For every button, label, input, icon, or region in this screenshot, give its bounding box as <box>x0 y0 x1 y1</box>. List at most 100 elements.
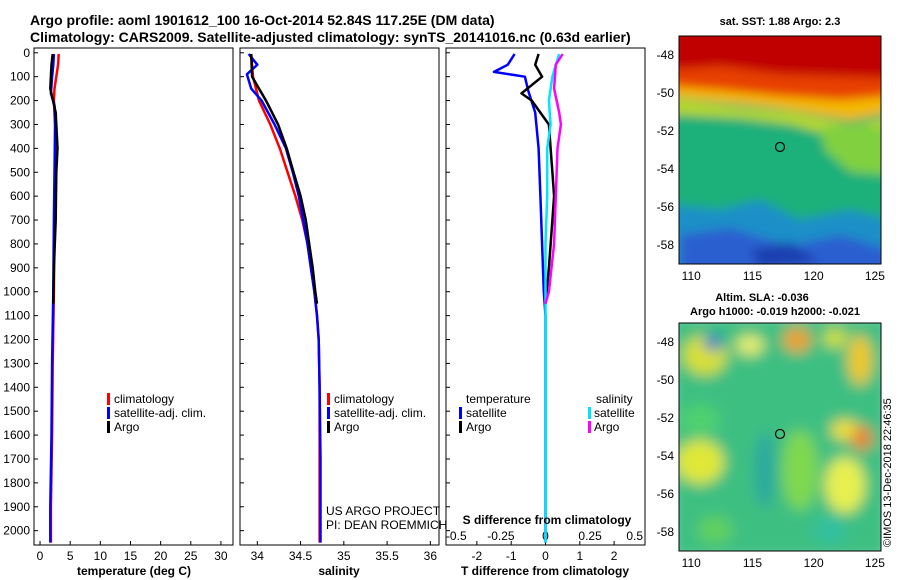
depth-tick-label: 600 <box>10 189 30 203</box>
x-tick-label: 20 <box>154 549 168 563</box>
x-tick-label: 10 <box>94 549 108 563</box>
latitude-tick-label: -48 <box>657 335 675 349</box>
depth-tick-label: 100 <box>10 70 30 84</box>
sla-map-frame <box>678 322 882 552</box>
longitude-tick-label: 115 <box>743 269 762 283</box>
figure-title-line2: Climatology: CARS2009. Satellite-adjuste… <box>30 29 631 45</box>
depth-tick-label: 0 <box>23 46 30 60</box>
x-tick-label: 35.5 <box>375 549 399 563</box>
s-diff-tick-label: 0.5 <box>626 529 643 543</box>
depth-tick-label: 1900 <box>3 500 30 514</box>
legend-title-temperature: temperature <box>466 392 531 406</box>
legend-label-climatology: climatology <box>114 392 174 406</box>
x-tick-label: 34 <box>251 549 265 563</box>
x-tick-label: 15 <box>124 549 138 563</box>
legend-label-s-satellite: satellite <box>594 406 635 420</box>
imos-watermark: ©IMOS 13-Dec-2018 22:46:35 <box>882 398 894 547</box>
legend-swatch-s-satellite <box>588 407 591 419</box>
sla-heatmap <box>679 323 881 551</box>
series-line-argo <box>249 53 319 304</box>
salinity-legend: climatology satellite-adj. clim. Argo <box>327 392 426 434</box>
latitude-tick-label: -52 <box>657 411 675 425</box>
legend-swatch-argo <box>107 421 110 433</box>
legend-label-t-argo: Argo <box>466 420 492 434</box>
depth-tick-label: 400 <box>10 141 30 155</box>
x-tick-label: 34.5 <box>289 549 313 563</box>
project-annotation: US ARGO PROJECT <box>326 504 441 518</box>
latitude-tick-label: -58 <box>657 238 675 252</box>
s-difference-xlabel: S difference from climatology <box>463 513 632 527</box>
longitude-tick-label: 120 <box>804 269 824 283</box>
series-line-t-satellite <box>492 53 547 543</box>
x-tick-label: 2 <box>611 549 618 563</box>
depth-tick-label: 200 <box>10 94 30 108</box>
latitude-tick-label: -54 <box>657 162 675 176</box>
legend-label-satellite: satellite-adj. clim. <box>114 406 206 420</box>
latitude-tick-label: -56 <box>657 200 675 214</box>
series-line-argo <box>49 53 59 304</box>
argo-position-marker <box>774 141 786 153</box>
x-tick-label: 30 <box>214 549 228 563</box>
sst-heatmap <box>679 36 881 264</box>
series-line-s-argo <box>544 53 564 305</box>
series-line-satellite-adj-clim- <box>245 53 322 543</box>
x-tick-label: 5 <box>67 549 74 563</box>
longitude-tick-label: 110 <box>682 556 701 570</box>
longitude-tick-label: 125 <box>865 556 885 570</box>
salinity-panel-frame <box>239 47 440 546</box>
sst-map-frame <box>678 35 882 265</box>
temperature-xlabel: temperature (deg C) <box>77 564 191 578</box>
x-tick-label: -1 <box>506 549 517 563</box>
legend-swatch-argo <box>327 421 330 433</box>
legend-swatch-climatology <box>327 393 330 405</box>
longitude-tick-label: 125 <box>865 269 885 283</box>
depth-tick-label: 500 <box>10 165 30 179</box>
argo-position-marker <box>774 428 786 440</box>
depth-tick-label: 1100 <box>4 309 30 323</box>
x-tick-label: 25 <box>184 549 198 563</box>
depth-tick-label: 700 <box>10 213 30 227</box>
legend-label-s-argo: Argo <box>594 420 620 434</box>
temperature-legend: climatology satellite-adj. clim. Argo <box>107 392 206 434</box>
latitude-tick-label: -52 <box>657 124 675 138</box>
figure-title-line1: Argo profile: aoml 1901612_100 16-Oct-20… <box>30 12 495 28</box>
latitude-tick-label: -48 <box>657 48 675 62</box>
latitude-tick-label: -56 <box>657 487 675 501</box>
sla-map-axes: 110 115 120 125 -48 -50 -52 -54 -56 -58 <box>657 335 886 570</box>
depth-tick-label: 900 <box>10 261 30 275</box>
difference-plot: -2 -1 0 1 2-0.5 -0.25 0 0.25 0.5 <box>446 53 643 563</box>
x-tick-label: 1 <box>576 549 583 563</box>
depth-tick-label: 1700 <box>3 452 30 466</box>
longitude-tick-label: 110 <box>682 269 701 283</box>
depth-tick-label: 1600 <box>3 428 30 442</box>
depth-tick-label: 1300 <box>3 356 30 370</box>
t-difference-xlabel: T difference from climatology <box>461 564 629 578</box>
difference-legend: temperature salinity satellite Argo sate… <box>459 392 635 434</box>
salinity-xlabel: salinity <box>318 564 360 578</box>
longitude-tick-label: 115 <box>743 556 762 570</box>
s-diff-tick-label: -0.5 <box>446 529 467 543</box>
pi-annotation: PI: DEAN ROEMMICH <box>326 518 447 532</box>
s-diff-tick-label: 0.25 <box>578 529 602 543</box>
series-line-s-satellite <box>544 53 561 543</box>
depth-tick-label: 300 <box>10 117 30 131</box>
depth-tick-label: 1400 <box>3 380 30 394</box>
legend-swatch-satellite <box>107 407 110 419</box>
legend-label-satellite: satellite-adj. clim. <box>334 406 426 420</box>
sla-title-line1: Altim. SLA: -0.036 <box>715 292 809 304</box>
x-tick-label: -2 <box>472 549 483 563</box>
legend-label-climatology: climatology <box>334 392 394 406</box>
depth-axis: 0 100 200 300 400 500 600 700 800 900 1000 1100 1200… <box>3 46 450 538</box>
depth-tick-label: 1800 <box>3 476 30 490</box>
latitude-tick-label: -50 <box>657 373 675 387</box>
depth-tick-label: 1200 <box>3 333 30 347</box>
latitude-tick-label: -54 <box>657 449 675 463</box>
latitude-tick-label: -58 <box>657 525 675 539</box>
legend-swatch-t-satellite <box>459 407 462 419</box>
legend-swatch-satellite <box>327 407 330 419</box>
x-tick-label: 36 <box>424 549 438 563</box>
x-tick-label: 0 <box>37 549 44 563</box>
series-line-climatology <box>249 53 321 543</box>
longitude-tick-label: 120 <box>804 556 824 570</box>
depth-tick-label: 2000 <box>3 524 30 538</box>
